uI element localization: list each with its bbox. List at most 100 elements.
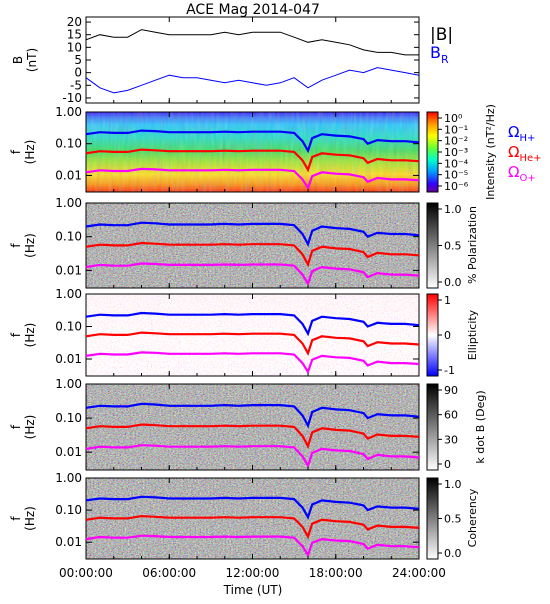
intensity-colorbar <box>426 111 439 193</box>
coherency-ylabel-f: f <box>9 516 23 521</box>
ellipticity-heatmap-noise <box>86 294 419 376</box>
mag-y-tick-label-1: 15 <box>67 28 82 42</box>
mag-y-tick-label-5: -5 <box>70 78 82 92</box>
intensity-colorbar-tick-label-4: 10⁻⁴ <box>444 157 469 170</box>
polarization-gyro-omega_he <box>85 241 420 268</box>
coherency-colorbar-label: Coherency <box>466 488 479 547</box>
mag-ylabel: B(nT) <box>11 48 39 72</box>
mag-y-tick-label-2: 10 <box>67 40 82 54</box>
polarization-y-tick-label-0: 1.00 <box>55 196 82 210</box>
coherency-y-tick-label-0: 1.00 <box>55 471 82 485</box>
figure-title: ACE Mag 2014-047 <box>186 2 320 18</box>
x-tick-label-0: 00:00:00 <box>59 566 113 580</box>
kdotb-colorbar-tick-label-0: 90 <box>444 384 458 397</box>
kdotb-gyro-omega_o <box>85 444 420 469</box>
gyro-legend: ΩH+ ΩHe+ ΩO+ <box>508 123 542 184</box>
ellipticity-colorbar-label: Ellipticity <box>466 309 479 360</box>
polarization-y-tick-label-1: 0.10 <box>55 230 82 244</box>
polarization-colorbar-label: % Polarization <box>466 206 479 284</box>
polarization-colorbar-tick-label-2: 0.0 <box>444 276 462 289</box>
kdotb-colorbar-tick-label-2: 30 <box>444 433 458 446</box>
mag-lines <box>86 29 419 94</box>
coherency-colorbar <box>426 477 439 560</box>
kdotb-colorbar-tick-label-3: 0 <box>444 458 451 471</box>
polarization-ylabel: f(Hz) <box>9 233 37 258</box>
polarization-gyro-omega_h <box>85 221 420 248</box>
panel-polarization <box>85 202 439 289</box>
polarization-colorbar-tick-label-1: 0.5 <box>444 240 462 253</box>
intensity-colorbar-tick-label-6: 10⁻⁶ <box>444 180 469 193</box>
polarization-ylabel-unit: (Hz) <box>23 233 37 258</box>
intensity-y-tick-label-2: 0.01 <box>55 168 82 182</box>
intensity-ylabel: f(Hz) <box>9 140 37 165</box>
ellipticity-gyro-omega_h <box>85 311 420 337</box>
mag-y-tick-label-4: 0 <box>74 66 82 80</box>
intensity-colorbar-tick-label-5: 10⁻⁵ <box>444 169 468 182</box>
kdotb-y-tick-label-0: 1.00 <box>55 377 82 391</box>
coherency-gyro-omega_he <box>85 514 420 540</box>
ellipticity-colorbar-tick-label-0: 1 <box>444 294 451 307</box>
legend-omega-o-sub: O+ <box>519 173 535 184</box>
x-tick-label-3: 18:00:00 <box>309 566 363 580</box>
kdotb-colorbar-tick-label-1: 60 <box>444 409 458 422</box>
mag-ylabel-b: B <box>11 56 25 64</box>
intensity-colorbar-tick-label-1: 10⁻¹ <box>444 123 468 136</box>
coherency-colorbar-tick-label-0: 1.0 <box>444 478 462 491</box>
ellipticity-y-tick-label-0: 1.00 <box>55 287 82 301</box>
legend-omega-he-sub: He+ <box>519 153 541 164</box>
kdotb-ylabel-unit: (Hz) <box>23 415 37 440</box>
ellipticity-y-tick-label-1: 0.10 <box>55 320 82 334</box>
legend-b-total: |B| <box>430 25 453 45</box>
ellipticity-ylabel-f: f <box>9 332 23 337</box>
intensity-gyro-omega_o <box>85 167 420 191</box>
coherency-heatmap-noise <box>86 478 419 559</box>
mag-series-b-total <box>86 29 419 56</box>
panel-coherency <box>85 477 439 560</box>
ellipticity-gyro-omega_he <box>85 331 420 357</box>
intensity-ylabel-f: f <box>9 149 23 154</box>
mag-y-tick-label-0: 20 <box>67 15 82 29</box>
polarization-colorbar <box>426 202 439 289</box>
kdotb-y-tick-label-1: 0.10 <box>55 411 82 425</box>
intensity-colorbar-label: Intensity (nT²/Hz) <box>484 104 497 200</box>
kdotb-heatmap-noise <box>86 384 419 470</box>
mag-ylabel-unit: (nT) <box>25 48 39 72</box>
intensity-colorbar-tick-label-0: 10⁰ <box>444 112 463 125</box>
x-tick-label-1: 06:00:00 <box>142 566 196 580</box>
panel-intensity <box>85 111 439 193</box>
polarization-y-tick-label-2: 0.01 <box>55 263 82 277</box>
intensity-y-tick-label-1: 0.10 <box>55 137 82 151</box>
mag-y-tick-label-6: -10 <box>62 91 82 105</box>
coherency-gyro-omega_o <box>85 534 420 558</box>
panel-k-dot-b <box>85 383 439 471</box>
legend-b-r-sub: R <box>441 53 449 66</box>
legend-omega-o: ΩO+ <box>508 163 536 184</box>
coherency-y-tick-label-1: 0.10 <box>55 503 82 517</box>
coherency-colorbar-tick-label-2: 0.0 <box>444 547 462 560</box>
legend-omega-h-sub: H+ <box>519 133 535 144</box>
x-tick-label-4: 24:00:00 <box>392 566 446 580</box>
kdotb-y-tick-label-2: 0.01 <box>55 445 82 459</box>
polarization-colorbar-tick-label-0: 1.0 <box>444 203 462 216</box>
coherency-ylabel-unit: (Hz) <box>23 506 37 531</box>
intensity-gyro-omega_h <box>85 129 420 154</box>
kdotb-gyro-omega_h <box>85 402 420 429</box>
kdotb-ylabel: f(Hz) <box>9 415 37 440</box>
chart-marks: 1.000.100.01f(Hz)10⁰10⁻¹10⁻²10⁻³10⁻⁴10⁻⁵… <box>9 17 469 580</box>
kdotb-colorbar <box>426 383 439 471</box>
intensity-colorbar-tick-label-3: 10⁻³ <box>444 146 468 159</box>
polarization-gyro-omega_o <box>85 262 420 287</box>
polarization-ylabel-f: f <box>9 243 23 248</box>
kdotb-ylabel-f: f <box>9 424 23 429</box>
ellipticity-y-tick-label-2: 0.01 <box>55 352 82 366</box>
mag-y-tick-label-3: 5 <box>74 53 82 67</box>
panel-ellipticity <box>85 293 439 377</box>
x-axis-label: Time (UT) <box>223 583 283 597</box>
coherency-y-tick-label-2: 0.01 <box>55 535 82 549</box>
coherency-gyro-omega_h <box>85 495 420 520</box>
ellipticity-ylabel: f(Hz) <box>9 323 37 348</box>
ellipticity-colorbar-tick-label-2: -1 <box>444 364 455 377</box>
mag-series-b-r <box>86 67 419 94</box>
